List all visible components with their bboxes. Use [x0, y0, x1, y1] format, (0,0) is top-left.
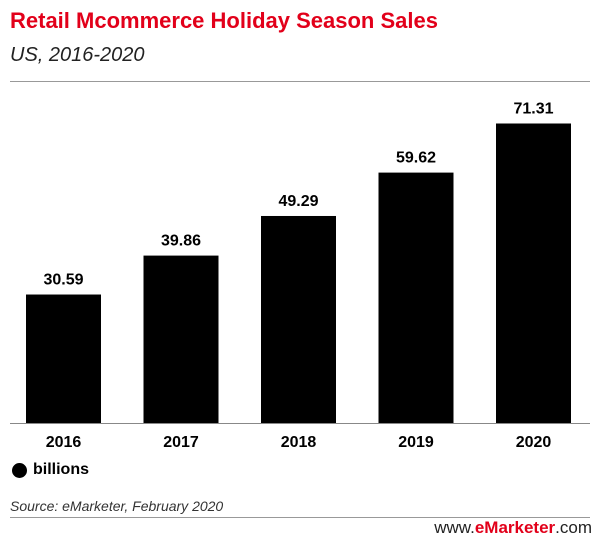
bar-chart: 30.59 2016 39.86 2017 49.29 2018 59.62 2019 71.3… — [10, 100, 590, 451]
x-tick-label-2017: 2017 — [163, 434, 199, 451]
bar-2018 — [261, 215, 336, 423]
brand-link[interactable]: www.eMarketer.com — [434, 518, 592, 538]
bar-2020 — [496, 123, 571, 424]
legend-label: billions — [33, 461, 89, 478]
brand-prefix: www. — [434, 518, 475, 537]
x-tick-label-2018: 2018 — [281, 434, 317, 451]
value-label-2017: 39.86 — [161, 233, 201, 250]
top-divider — [10, 81, 590, 82]
bottom-divider — [10, 517, 590, 518]
bar-2017 — [143, 255, 219, 423]
source-note: Source: eMarketer, February 2020 — [10, 498, 224, 514]
chart-subtitle: US, 2016-2020 — [10, 44, 145, 66]
value-label-2019: 59.62 — [396, 150, 436, 167]
bar-2016 — [26, 294, 101, 423]
value-label-2020: 71.31 — [513, 100, 553, 117]
value-label-2018: 49.29 — [278, 193, 318, 210]
brand-suffix: .com — [555, 518, 592, 537]
x-tick-label-2016: 2016 — [46, 434, 82, 451]
brand-name: eMarketer — [474, 518, 556, 537]
x-tick-label-2020: 2020 — [516, 434, 552, 451]
legend-swatch — [12, 462, 27, 478]
bar-2019 — [378, 172, 454, 423]
legend: billions — [12, 461, 89, 479]
value-label-2016: 30.59 — [43, 272, 83, 289]
x-tick-label-2019: 2019 — [398, 434, 434, 451]
chart-title: Retail Mcommerce Holiday Season Sales — [10, 8, 438, 33]
